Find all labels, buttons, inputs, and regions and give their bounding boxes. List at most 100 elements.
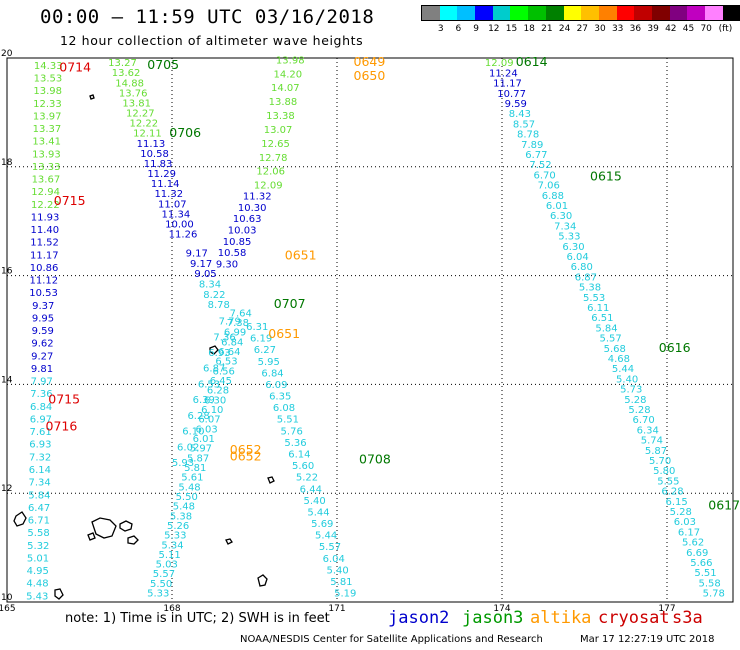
wave-height-value: 5.48 — [178, 482, 200, 493]
wave-height-value: 6.14 — [288, 449, 310, 460]
wave-height-value: 11.12 — [29, 276, 58, 287]
lon-tick-label: 168 — [163, 604, 180, 614]
wave-height-value: 5.19 — [334, 589, 356, 600]
wave-height-value: 6.51 — [591, 313, 613, 324]
legend-swatch — [598, 6, 617, 20]
wave-height-value: 6.84 — [30, 402, 52, 413]
island-outline — [209, 345, 219, 355]
wave-height-value: 11.40 — [31, 225, 60, 236]
legend-label: 3 — [437, 24, 444, 34]
wave-height-value: 5.95 — [258, 357, 280, 368]
wave-height-value: 13.98 — [33, 86, 62, 97]
island-outline — [257, 574, 268, 587]
legend-color-bar — [421, 5, 740, 21]
island-outline — [13, 511, 27, 527]
wave-height-value: 5.43 — [26, 591, 48, 602]
wave-height-value: 13.41 — [32, 137, 61, 148]
footer-note: note: 1) Time is in UTC; 2) SWH is in fe… — [65, 611, 330, 626]
wave-height-value: 6.69 — [686, 548, 708, 559]
wave-height-value: 5.26 — [167, 521, 189, 532]
wave-height-value: 5.84 — [28, 490, 50, 501]
wave-height-value: 6.03 — [674, 517, 696, 528]
wave-height-value: 5.44 — [612, 364, 634, 375]
wave-height-value: 11.34 — [162, 209, 191, 220]
legend-label: 45 — [682, 24, 695, 34]
wave-height-value: 10.77 — [497, 89, 526, 100]
wave-height-value: 7.89 — [521, 140, 543, 151]
time-label: 0707 — [274, 296, 306, 311]
wave-height-value: 5.03 — [156, 560, 178, 571]
wave-height-value: 6.28 — [661, 487, 683, 498]
wave-height-value: 6.87 — [203, 364, 225, 375]
legend-swatch — [705, 6, 723, 20]
wave-height-value: 5.48 — [173, 502, 195, 513]
wave-height-value: 6.56 — [213, 366, 235, 377]
wave-height-value: 6.39 — [193, 395, 215, 406]
wave-height-value: 6.53 — [198, 379, 220, 390]
legend-swatch — [545, 6, 564, 20]
legend-label: 30 — [594, 24, 606, 34]
wave-height-value: 6.99 — [224, 328, 246, 339]
wave-height-value: 5.73 — [620, 385, 642, 396]
time-label: 0649 — [354, 54, 386, 69]
wave-height-value: 7.52 — [529, 160, 551, 171]
wave-height-value: 6.70 — [533, 170, 555, 181]
wave-height-value: 6.45 — [210, 376, 232, 387]
wave-height-value: 13.07 — [264, 125, 293, 136]
wave-height-value: 13.88 — [269, 97, 298, 108]
wave-height-value: 13.37 — [33, 124, 62, 135]
wave-height-value: 6.10 — [182, 427, 204, 438]
wave-height-value: 8.43 — [509, 109, 531, 120]
lat-tick-label: 18 — [1, 158, 13, 168]
map-frame — [6, 57, 734, 603]
wave-height-value: 12.33 — [33, 99, 62, 110]
wave-height-value: 6.19 — [250, 334, 272, 345]
wave-height-value: 5.68 — [604, 344, 626, 355]
wave-height-value: 11.52 — [30, 238, 59, 249]
legend-label: 15 — [505, 24, 518, 34]
wave-height-value: 13.98 — [276, 55, 305, 66]
wave-height-value: 6.84 — [261, 368, 283, 379]
wave-height-value: 12.09 — [485, 58, 514, 69]
wave-height-value: 6.27 — [254, 345, 276, 356]
legend-label: 36 — [629, 24, 642, 34]
satellite-name-cryosat: cryosat — [598, 608, 670, 628]
wave-height-value: 11.93 — [31, 212, 60, 223]
wave-height-value: 8.34 — [199, 280, 221, 291]
wave-height-value: 7.36 — [213, 332, 235, 343]
wave-height-value: 9.59 — [32, 326, 54, 337]
wave-height-value: 9.37 — [32, 301, 54, 312]
wave-height-value: 5.57 — [599, 334, 621, 345]
time-label: 0614 — [516, 54, 548, 69]
wave-height-value: 6.84 — [221, 337, 243, 348]
wave-height-value: 5.38 — [579, 283, 601, 294]
time-label: 0652 — [230, 449, 262, 464]
wave-height-value: 9.81 — [31, 364, 53, 375]
legend-label: 24 — [558, 24, 571, 34]
wave-height-value: 13.53 — [34, 74, 63, 85]
wave-height-value: 8.57 — [513, 119, 535, 130]
time-label: 0708 — [359, 451, 391, 466]
wave-height-value: 11.32 — [243, 191, 272, 202]
wave-height-value: 5.62 — [682, 538, 704, 549]
wave-height-value: 7.97 — [31, 377, 53, 388]
wave-height-value: 5.33 — [558, 232, 580, 243]
wave-height-value: 5.76 — [281, 426, 303, 437]
wave-height-value: 6.47 — [28, 503, 50, 514]
wave-height-value: 5.97 — [190, 444, 212, 455]
wave-height-value: 5.01 — [27, 553, 49, 564]
wave-height-value: 13.62 — [112, 68, 141, 79]
wave-height-value: 5.11 — [158, 550, 180, 561]
wave-height-value: 10.03 — [228, 225, 257, 236]
wave-height-value: 10.63 — [233, 214, 262, 225]
legend-label: 18 — [523, 24, 535, 34]
wave-height-value: 14.20 — [273, 69, 302, 80]
legend-swatch — [422, 6, 440, 20]
wave-height-value: 13.76 — [119, 88, 148, 99]
time-label: 0706 — [169, 125, 201, 140]
legend-swatch — [563, 6, 582, 20]
wave-height-value: 5.34 — [161, 540, 183, 551]
wave-height-value: 12.09 — [254, 181, 283, 192]
time-label: 0617 — [708, 498, 740, 513]
wave-height-value: 5.22 — [296, 473, 318, 484]
